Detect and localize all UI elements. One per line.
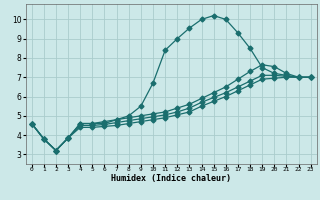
- X-axis label: Humidex (Indice chaleur): Humidex (Indice chaleur): [111, 174, 231, 183]
